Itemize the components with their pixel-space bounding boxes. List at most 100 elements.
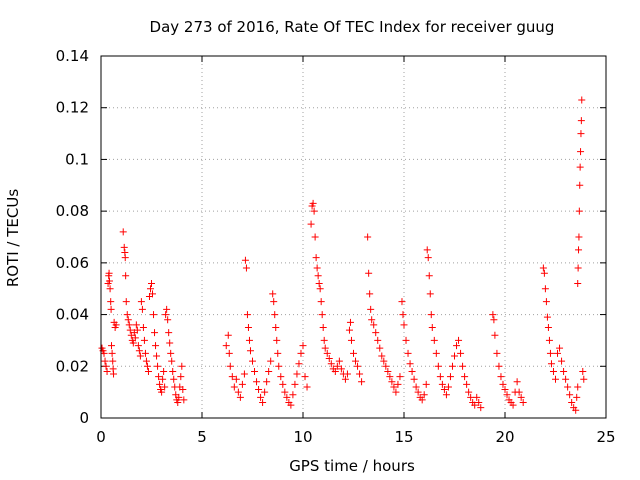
data-point [164, 316, 172, 324]
data-point [175, 393, 183, 401]
y-tick-label: 0.14 [56, 47, 89, 65]
data-point [168, 357, 176, 365]
data-point [398, 298, 406, 306]
data-point [249, 357, 256, 365]
data-point [440, 386, 448, 394]
data-point [354, 362, 362, 370]
data-point [451, 352, 458, 360]
data-point [265, 367, 273, 375]
data-point [241, 256, 249, 264]
x-tick-label: 25 [596, 428, 615, 446]
data-point [146, 285, 154, 293]
data-point [457, 349, 465, 357]
data-point [232, 375, 240, 383]
data-point [297, 349, 305, 357]
data-point [554, 349, 562, 357]
data-point [358, 378, 366, 386]
data-point [309, 199, 317, 207]
data-point [108, 342, 116, 350]
data-point [418, 396, 426, 404]
data-point [430, 336, 438, 344]
data-point [392, 388, 400, 396]
data-point [106, 285, 114, 293]
x-axis-label: GPS time / hours [289, 457, 415, 475]
data-point [427, 311, 435, 319]
data-point [390, 383, 398, 391]
y-tick-label: 0.12 [56, 99, 89, 117]
data-point [105, 269, 113, 277]
data-point [124, 316, 132, 324]
data-point [246, 347, 254, 355]
data-point [123, 311, 131, 319]
data-point [122, 272, 130, 280]
data-point [388, 378, 396, 386]
data-point [107, 305, 115, 313]
data-point [366, 290, 374, 298]
data-point [270, 298, 278, 306]
data-point [137, 298, 145, 306]
data-point [386, 373, 394, 381]
data-point [541, 285, 549, 293]
data-point [312, 254, 320, 262]
data-point [133, 326, 141, 334]
data-point [283, 393, 291, 401]
data-point [350, 349, 357, 357]
data-point [501, 386, 509, 394]
data-point [129, 339, 137, 347]
data-point [394, 380, 402, 388]
data-point [497, 373, 505, 381]
data-point [574, 264, 582, 272]
data-point [404, 349, 412, 357]
data-point [577, 148, 585, 156]
data-point [566, 391, 574, 399]
data-point [273, 336, 281, 344]
data-point [575, 233, 583, 241]
data-point [245, 336, 253, 344]
data-point [552, 375, 559, 383]
data-point [335, 357, 343, 365]
data-point [110, 370, 118, 378]
data-point [261, 388, 269, 396]
data-point [384, 367, 392, 375]
y-tick-label: 0.04 [56, 306, 89, 324]
data-point [158, 388, 166, 396]
x-tick-label: 20 [495, 428, 514, 446]
data-point [376, 344, 384, 352]
data-point [399, 311, 407, 319]
data-point [327, 360, 335, 368]
data-point [410, 375, 418, 383]
data-point [149, 290, 157, 298]
data-point [495, 362, 503, 370]
data-point [579, 367, 587, 375]
data-point [155, 373, 163, 381]
data-point [432, 349, 440, 357]
data-point [453, 342, 461, 350]
data-point [517, 393, 525, 401]
data-point [156, 380, 164, 388]
data-point [253, 378, 261, 386]
data-point [420, 391, 428, 399]
data-point [434, 362, 442, 370]
data-point [108, 349, 116, 357]
data-point [380, 357, 388, 365]
data-point [269, 290, 277, 298]
data-point [576, 181, 584, 189]
data-point [408, 367, 416, 375]
y-tick-labels: 0 0.02 0.04 0.06 0.08 0.1 0.12 0.14 [56, 47, 89, 427]
data-point [316, 285, 324, 293]
data-point [343, 370, 351, 378]
data-point [578, 96, 586, 104]
data-point [301, 373, 309, 381]
data-point [166, 339, 174, 347]
data-point [281, 388, 289, 396]
data-point [125, 321, 133, 329]
data-point [442, 391, 450, 399]
data-point [236, 393, 244, 401]
data-point [105, 277, 113, 285]
data-point [121, 254, 129, 262]
data-point [109, 357, 117, 365]
data-point [139, 324, 147, 331]
data-point [400, 321, 408, 329]
data-point [574, 383, 582, 391]
data-point [438, 380, 446, 388]
